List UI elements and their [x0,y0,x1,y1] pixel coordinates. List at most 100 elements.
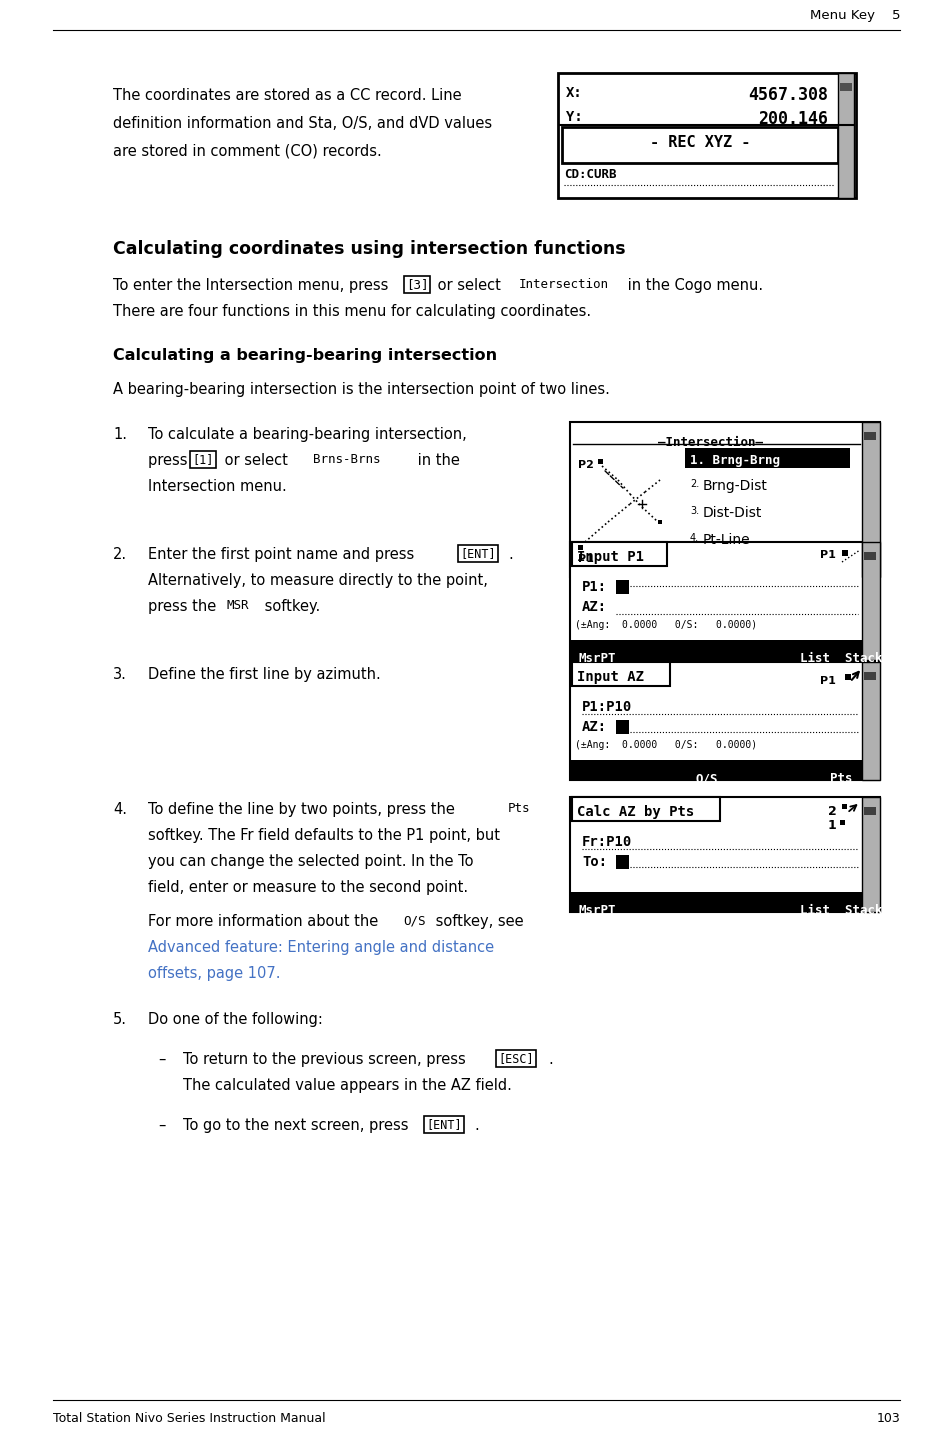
Text: List  Stack: List Stack [800,652,883,664]
Text: Fr:P10: Fr:P10 [582,835,632,849]
Text: Input P1: Input P1 [577,550,644,564]
Text: To go to the next screen, press: To go to the next screen, press [183,1118,413,1133]
Bar [864,432,876,440]
Text: [1]: [1] [192,453,213,465]
Text: AZ:: AZ: [582,600,607,614]
Text: [ESC]: [ESC] [498,1053,534,1065]
Text: To:: To: [582,855,607,869]
Text: P1: P1 [578,554,594,564]
Text: 4.: 4. [113,802,127,818]
Text: 2.: 2. [690,478,699,488]
Text: Input AZ: Input AZ [577,670,644,684]
Text: or select: or select [433,278,506,294]
Text: Y:: Y: [566,110,583,125]
Bar [842,803,847,809]
Text: P1:: P1: [582,580,607,594]
Bar [570,798,880,912]
Text: field, enter or measure to the second point.: field, enter or measure to the second po… [148,881,468,895]
Text: .: . [548,1053,552,1067]
Text: you can change the selected point. In the To: you can change the selected point. In th… [148,853,473,869]
Text: To return to the previous screen, press: To return to the previous screen, press [183,1053,471,1067]
Bar [838,73,854,198]
Bar [570,662,880,780]
Text: 1.: 1. [113,427,127,442]
Text: Brns-Brns: Brns-Brns [313,453,380,465]
Bar [840,83,852,92]
Text: Pts: Pts [508,802,530,815]
Text: Menu Key    5: Menu Key 5 [809,10,900,23]
Text: The coordinates are stored as a CC record. Line: The coordinates are stored as a CC recor… [113,87,461,103]
Text: Calculating a bearing-bearing intersection: Calculating a bearing-bearing intersecti… [113,348,498,362]
Text: MsrPT: MsrPT [578,904,616,916]
Text: Dist-Dist: Dist-Dist [703,505,763,520]
Bar [616,720,629,735]
Bar [572,541,667,566]
Text: Calculating coordinates using intersection functions: Calculating coordinates using intersecti… [113,241,626,258]
Text: in the Cogo menu.: in the Cogo menu. [623,278,764,294]
Text: Alternatively, to measure directly to the point,: Alternatively, to measure directly to th… [148,573,488,589]
Bar [572,662,670,686]
Bar [864,551,876,560]
Text: X:: X: [566,86,583,100]
Text: MSR: MSR [226,599,248,611]
Bar [658,520,662,524]
Text: 1. Brng-Brng: 1. Brng-Brng [690,454,780,467]
Text: Intersection: Intersection [519,278,609,291]
Text: Pts: Pts [830,772,853,785]
Text: –: – [158,1118,166,1133]
Bar [560,74,854,125]
Bar [570,892,862,912]
Text: definition information and Sta, O/S, and dVD values: definition information and Sta, O/S, and… [113,116,492,130]
Text: [ENT]: [ENT] [460,547,496,560]
Bar [862,798,880,912]
Text: are stored in comment (CO) records.: are stored in comment (CO) records. [113,145,381,159]
Bar [570,541,880,660]
Text: To define the line by two points, press the: To define the line by two points, press … [148,802,459,818]
Bar [616,855,629,869]
Text: 103: 103 [876,1412,900,1425]
Text: 4567.308: 4567.308 [748,86,828,105]
Text: Do one of the following:: Do one of the following: [148,1012,323,1027]
Text: Brng-Dist: Brng-Dist [703,478,768,493]
Text: To calculate a bearing-bearing intersection,: To calculate a bearing-bearing intersect… [148,427,467,442]
Text: softkey, see: softkey, see [431,914,524,929]
Text: Intersection menu.: Intersection menu. [148,478,286,494]
Text: Total Station Nivo Series Instruction Manual: Total Station Nivo Series Instruction Ma… [53,1412,326,1425]
Text: —Intersection—: —Intersection— [658,435,763,450]
Text: 3.: 3. [690,505,699,516]
Text: Pt-Line: Pt-Line [703,533,751,547]
Text: –: – [158,1053,166,1067]
Bar [570,760,862,780]
Text: A bearing-bearing intersection is the intersection point of two lines.: A bearing-bearing intersection is the in… [113,382,610,397]
Text: 200.146: 200.146 [758,110,828,127]
Text: in the: in the [413,453,459,468]
Bar [562,127,838,163]
Bar [862,541,880,660]
Text: 1: 1 [828,819,837,832]
Bar [570,640,862,660]
Text: - REC XYZ -: - REC XYZ - [650,135,751,150]
Bar [558,73,856,198]
Text: or select: or select [220,453,293,468]
Text: For more information about the: For more information about the [148,914,383,929]
Text: press: press [148,453,193,468]
Text: O/S: O/S [403,914,426,927]
Text: 5.: 5. [113,1012,127,1027]
Text: CD:CURB: CD:CURB [564,168,617,180]
Text: P1:P10: P1:P10 [582,700,632,715]
Bar [862,422,880,577]
Text: MsrPT: MsrPT [578,652,616,664]
Text: P1: P1 [820,676,836,686]
Text: offsets, page 107.: offsets, page 107. [148,967,281,981]
Text: .: . [508,547,512,561]
Bar [864,672,876,680]
Text: .: . [474,1118,479,1133]
Text: There are four functions in this menu for calculating coordinates.: There are four functions in this menu fo… [113,304,591,319]
Text: 4.: 4. [690,533,699,543]
Bar [685,448,850,468]
Bar [862,662,880,780]
Text: AZ:: AZ: [582,720,607,735]
Text: 3.: 3. [113,667,126,682]
Text: Enter the first point name and press: Enter the first point name and press [148,547,419,561]
Text: Advanced feature: Entering angle and distance: Advanced feature: Entering angle and dis… [148,939,494,955]
